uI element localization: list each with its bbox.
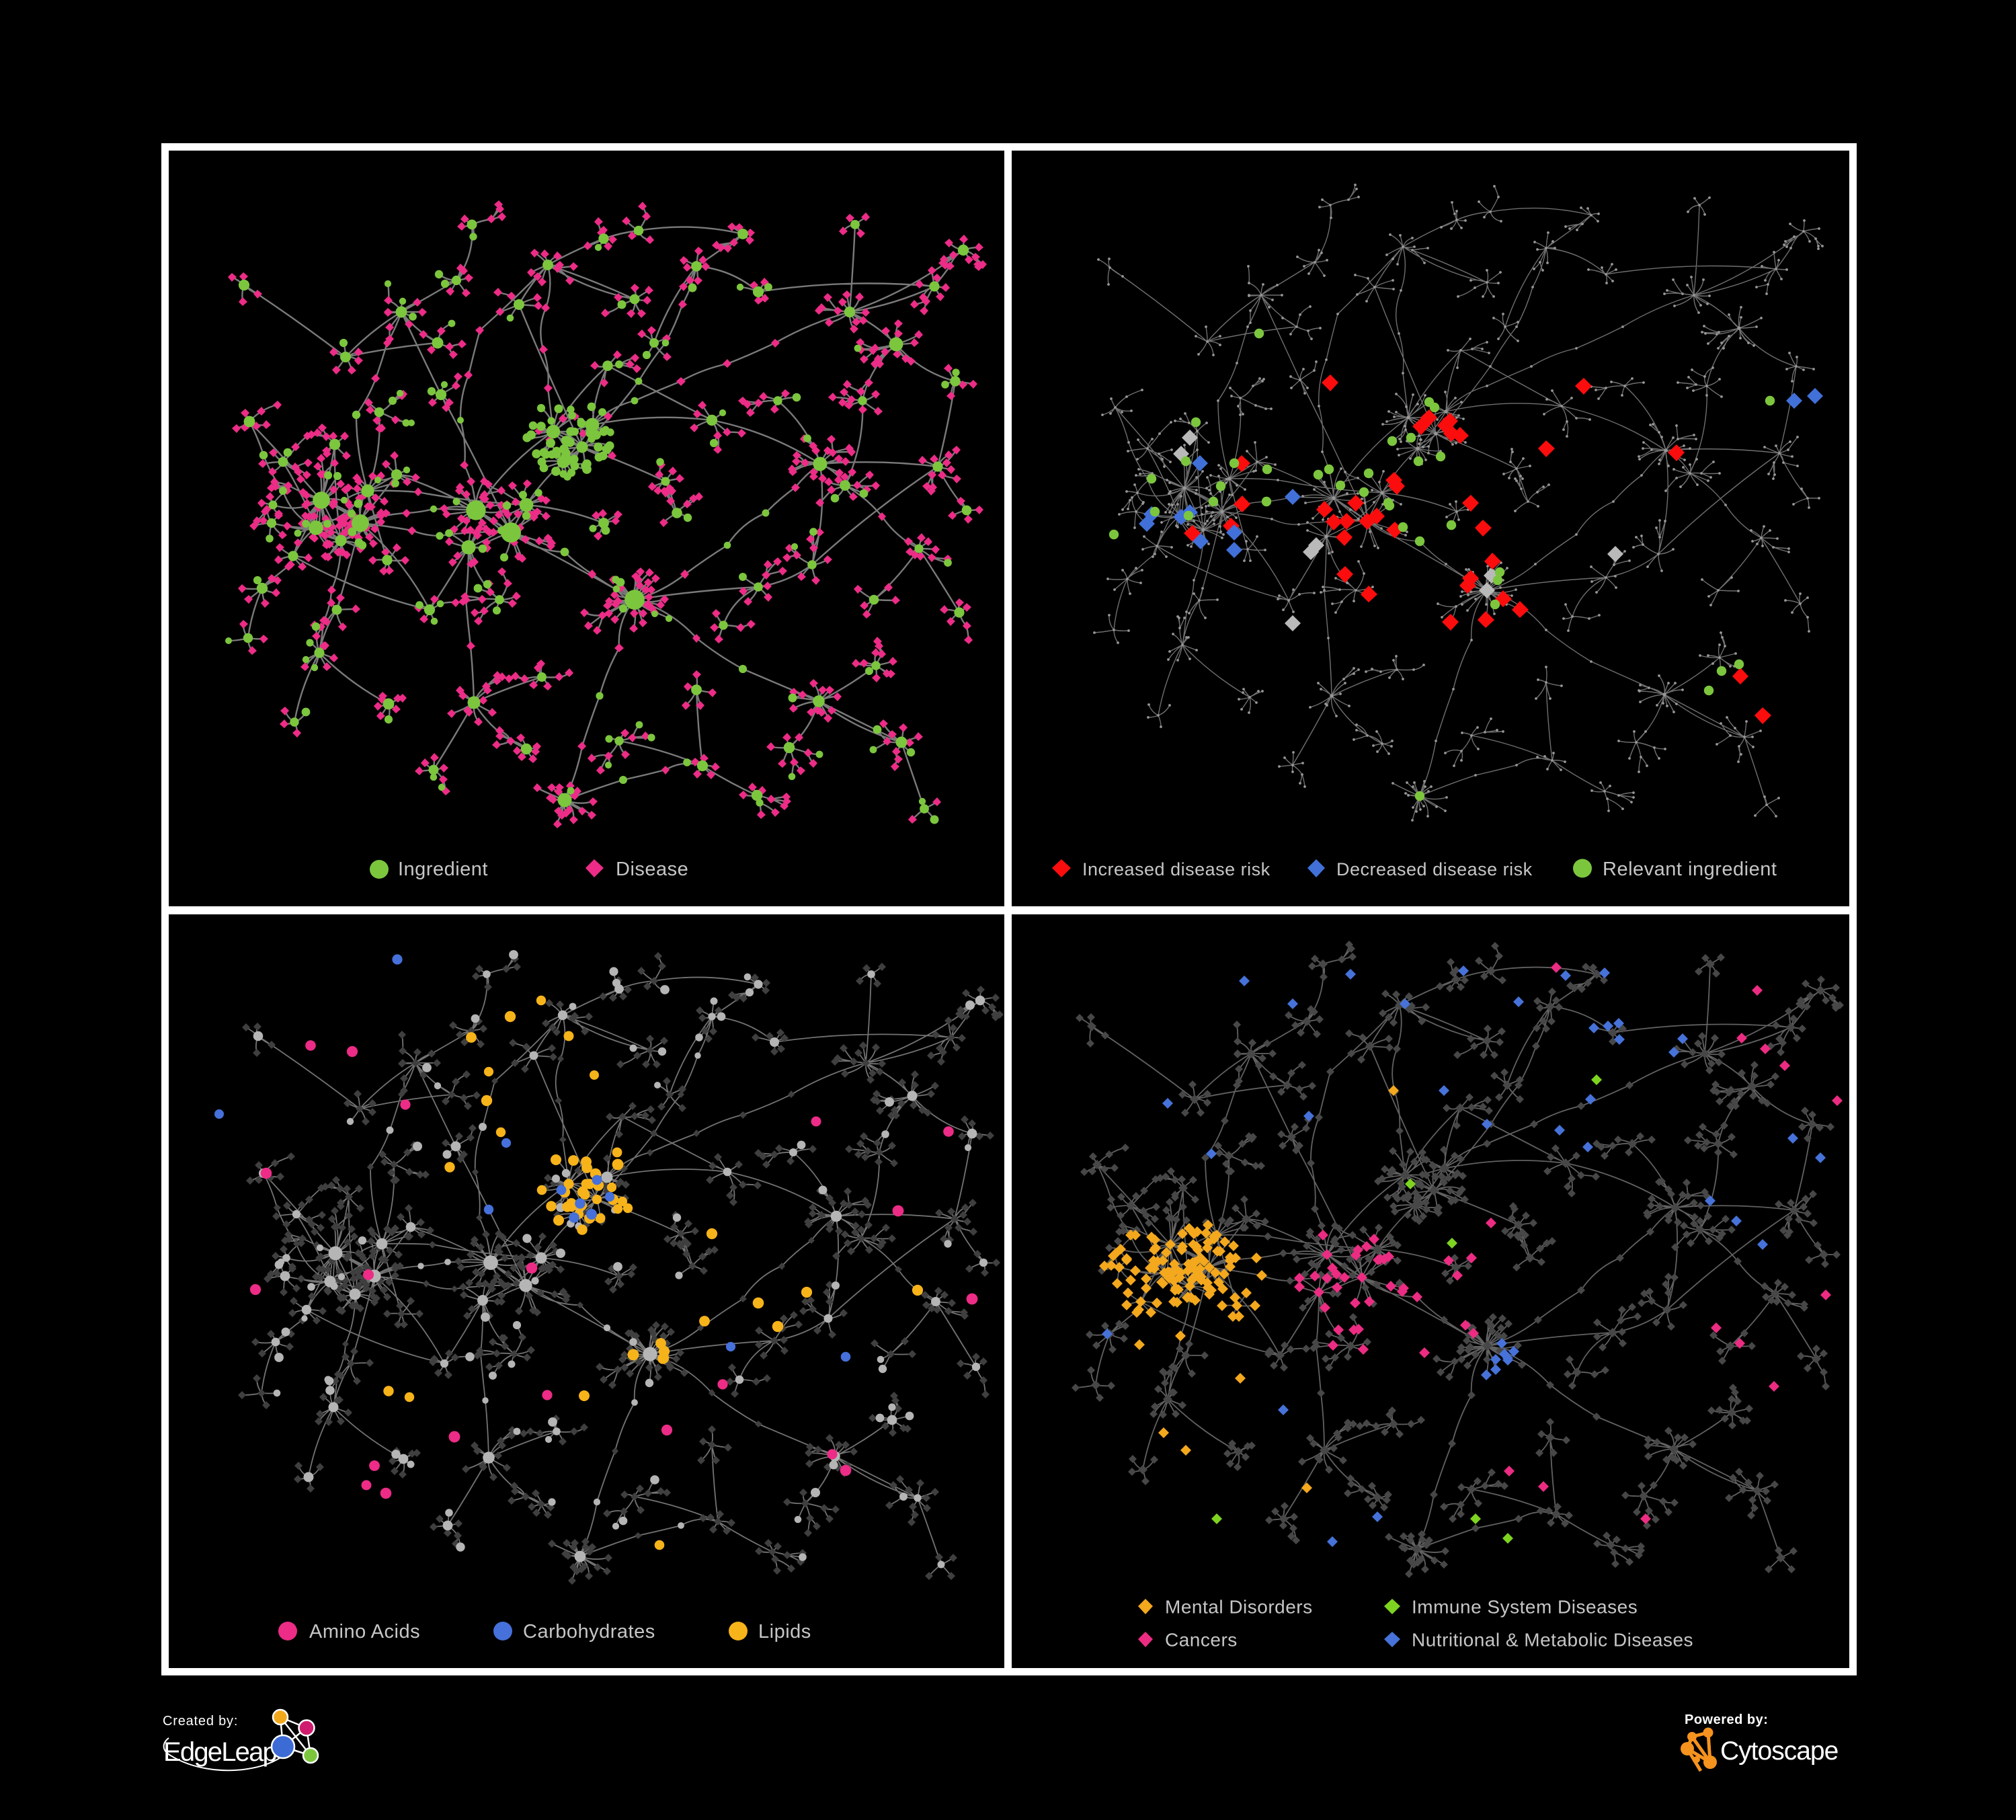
- svg-text:Decreased disease risk: Decreased disease risk: [1336, 859, 1533, 879]
- svg-text:Powered by:: Powered by:: [1685, 1712, 1768, 1727]
- svg-text:EdgeLeap: EdgeLeap: [163, 1737, 277, 1767]
- svg-text:Amino Acids: Amino Acids: [309, 1621, 420, 1643]
- svg-text:Increased disease risk: Increased disease risk: [1082, 859, 1271, 879]
- svg-text:Nutritional & Metabolic Diseas: Nutritional & Metabolic Diseases: [1412, 1629, 1693, 1650]
- svg-text:Cancers: Cancers: [1165, 1629, 1238, 1650]
- svg-text:Mental Disorders: Mental Disorders: [1165, 1596, 1313, 1617]
- svg-text:Immune System Diseases: Immune System Diseases: [1412, 1596, 1638, 1617]
- svg-text:Created by:: Created by:: [163, 1714, 238, 1729]
- svg-text:Lipids: Lipids: [758, 1621, 811, 1643]
- svg-text:Cytoscape: Cytoscape: [1720, 1737, 1838, 1766]
- svg-text:Relevant ingredient: Relevant ingredient: [1603, 859, 1777, 880]
- svg-text:Disease: Disease: [616, 859, 688, 880]
- svg-text:Carbohydrates: Carbohydrates: [523, 1621, 655, 1643]
- svg-text:Ingredient: Ingredient: [398, 859, 488, 880]
